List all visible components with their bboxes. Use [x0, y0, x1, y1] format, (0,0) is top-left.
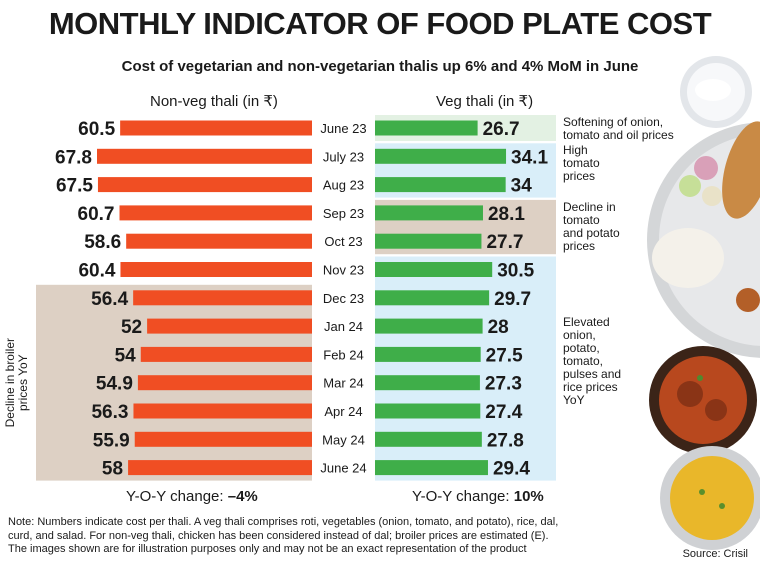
nonveg-yoy-value: –4% — [227, 488, 258, 505]
month-label: Apr 24 — [324, 404, 362, 419]
nonveg-bar — [147, 318, 312, 334]
nonveg-value-label: 60.7 — [78, 204, 115, 225]
nonveg-value-label: 67.8 — [55, 147, 92, 168]
veg-value-label: 27.8 — [487, 430, 524, 451]
veg-annotation-text: Decline in tomato and potato prices — [563, 199, 620, 253]
veg-bar — [375, 120, 478, 136]
veg-bar — [375, 262, 493, 277]
veg-value-label: 27.7 — [486, 232, 523, 253]
nonveg-header: Non-veg thali (in ₹) — [150, 93, 278, 110]
veg-yoy-label: Y-O-Y change: — [412, 488, 514, 505]
veg-value-label: 27.5 — [486, 345, 523, 366]
nonveg-value-label: 60.5 — [78, 119, 115, 140]
nonveg-bar — [133, 290, 312, 306]
nonveg-bar — [120, 120, 313, 136]
nonveg-value-label: 54.9 — [96, 374, 133, 395]
veg-yoy-change: Y-O-Y change: 10% — [412, 488, 544, 505]
month-label: June 23 — [320, 121, 366, 136]
chart-subtitle: Cost of vegetarian and non-vegetarian th… — [121, 58, 639, 75]
nonveg-annotation-text: Decline in broiler — [3, 338, 17, 427]
month-label: Nov 23 — [323, 263, 364, 278]
nonveg-bar — [133, 403, 312, 419]
source-credit: Source: Crisil — [682, 548, 748, 560]
nonveg-bar — [126, 233, 312, 249]
footnote: Note: Numbers indicate cost per thali. A… — [8, 516, 559, 555]
nonveg-value-label: 56.4 — [91, 289, 128, 310]
nonveg-bar — [120, 262, 312, 277]
month-label: Mar 24 — [323, 376, 363, 391]
veg-value-label: 26.7 — [483, 119, 520, 140]
nonveg-bar — [97, 148, 312, 164]
veg-value-label: 27.3 — [485, 374, 522, 395]
nonveg-value-label: 58.6 — [84, 232, 121, 253]
veg-value-label: 29.7 — [494, 289, 531, 310]
nonveg-yoy-label: Y-O-Y change: — [126, 488, 228, 505]
nonveg-value-label: 60.4 — [78, 261, 115, 282]
month-label: July 23 — [323, 149, 364, 164]
nonveg-value-label: 58 — [102, 459, 123, 480]
butterfly-bar-chart: 60.5 June 23 26.7 67.8 July 23 34.1 67.5 Aug 23… — [3, 115, 556, 481]
veg-value-label: 28.1 — [488, 204, 525, 225]
veg-bar — [375, 346, 481, 362]
veg-annotation-text: High tomato prices — [563, 143, 600, 184]
nonveg-bar — [119, 205, 313, 221]
month-label: Oct 23 — [324, 234, 362, 249]
month-label: June 24 — [320, 461, 366, 476]
veg-bar — [375, 148, 507, 164]
veg-value-label: 28 — [488, 317, 509, 338]
veg-annotation-text: Softening of onion, tomato and oil price… — [563, 115, 674, 142]
nonveg-value-label: 67.5 — [56, 176, 93, 197]
month-label: Aug 23 — [323, 178, 364, 193]
veg-bar — [375, 431, 482, 447]
nonveg-value-label: 55.9 — [93, 430, 130, 451]
veg-bar — [375, 318, 483, 334]
month-label: Dec 23 — [323, 291, 364, 306]
veg-bar — [375, 403, 481, 419]
veg-value-label: 29.4 — [493, 459, 530, 480]
month-label: Sep 23 — [323, 206, 364, 221]
month-label: May 24 — [322, 432, 365, 447]
veg-value-label: 34.1 — [511, 147, 548, 168]
nonveg-bar — [97, 177, 312, 193]
veg-bar — [375, 290, 490, 306]
chart-title: MONTHLY INDICATOR OF FOOD PLATE COST — [48, 6, 712, 41]
nonveg-value-label: 52 — [121, 317, 142, 338]
nonveg-bar — [134, 431, 312, 447]
nonveg-value-label: 54 — [115, 345, 137, 366]
nonveg-value-label: 56.3 — [91, 402, 128, 423]
veg-bar — [375, 460, 488, 476]
veg-header: Veg thali (in ₹) — [436, 93, 534, 110]
nonveg-annotation-text: prices YoY — [16, 354, 30, 411]
veg-bar — [375, 233, 482, 249]
nonveg-bar — [137, 375, 312, 391]
nonveg-bar — [140, 346, 312, 362]
veg-value-label: 34 — [511, 176, 533, 197]
veg-value-label: 30.5 — [497, 261, 534, 282]
veg-bar — [375, 375, 480, 391]
veg-bar — [375, 205, 483, 221]
nonveg-bar — [128, 460, 312, 476]
veg-annotation-text: Elevated onion, potato, tomato, pulses a… — [563, 315, 622, 408]
month-label: Jan 24 — [324, 319, 363, 334]
veg-bar — [375, 177, 506, 193]
veg-value-label: 27.4 — [485, 402, 522, 423]
veg-yoy-value: 10% — [513, 488, 544, 505]
nonveg-yoy-change: Y-O-Y change: –4% — [126, 488, 258, 505]
month-label: Feb 24 — [323, 347, 363, 362]
